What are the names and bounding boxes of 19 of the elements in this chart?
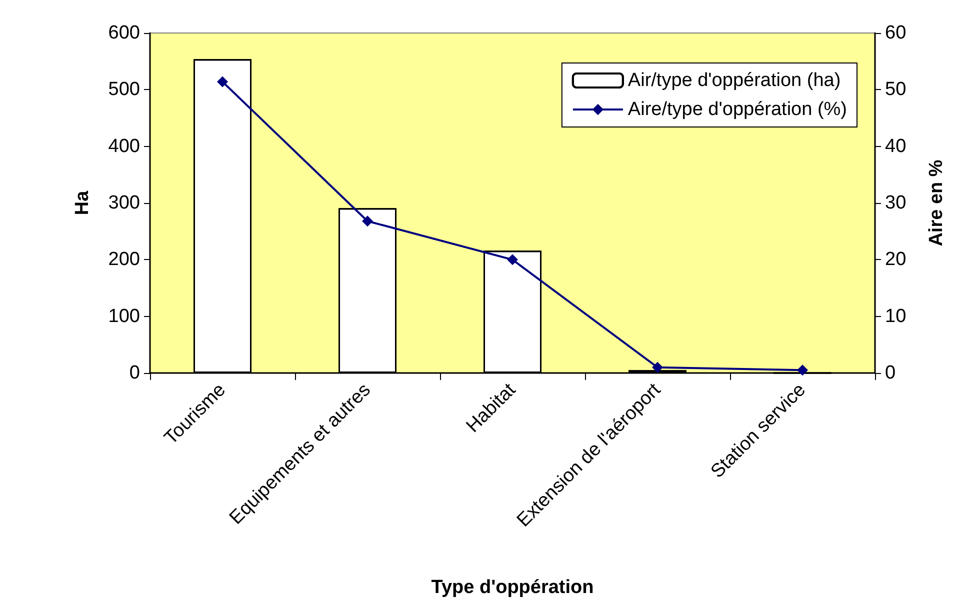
y2-tick-label: 60 (885, 22, 906, 44)
y-tick-label: 100 (108, 306, 140, 327)
y2-axis-title: Aire en % (926, 160, 947, 246)
y2-tick-label: 20 (885, 249, 906, 270)
y2-tick-label: 50 (885, 79, 906, 100)
y-tick-label: 0 (129, 362, 140, 384)
y-tick-label: 600 (108, 22, 140, 44)
y-axis-title: Ha (72, 190, 93, 216)
legend-label: Aire/type d'oppération (%) (628, 99, 848, 120)
y-tick-label: 300 (108, 192, 140, 214)
y2-tick-label: 0 (885, 362, 896, 384)
legend-label: Air/type d'oppération (ha) (628, 70, 841, 91)
y2-tick-label: 10 (885, 306, 906, 327)
y-tick-label: 200 (108, 249, 140, 270)
y2-tick-label: 30 (885, 192, 906, 214)
y2-tick-label: 40 (885, 136, 906, 157)
y-tick-label: 400 (108, 136, 140, 157)
y-tick-label: 500 (108, 79, 140, 100)
x-axis-title: Type d'oppération (431, 577, 594, 598)
